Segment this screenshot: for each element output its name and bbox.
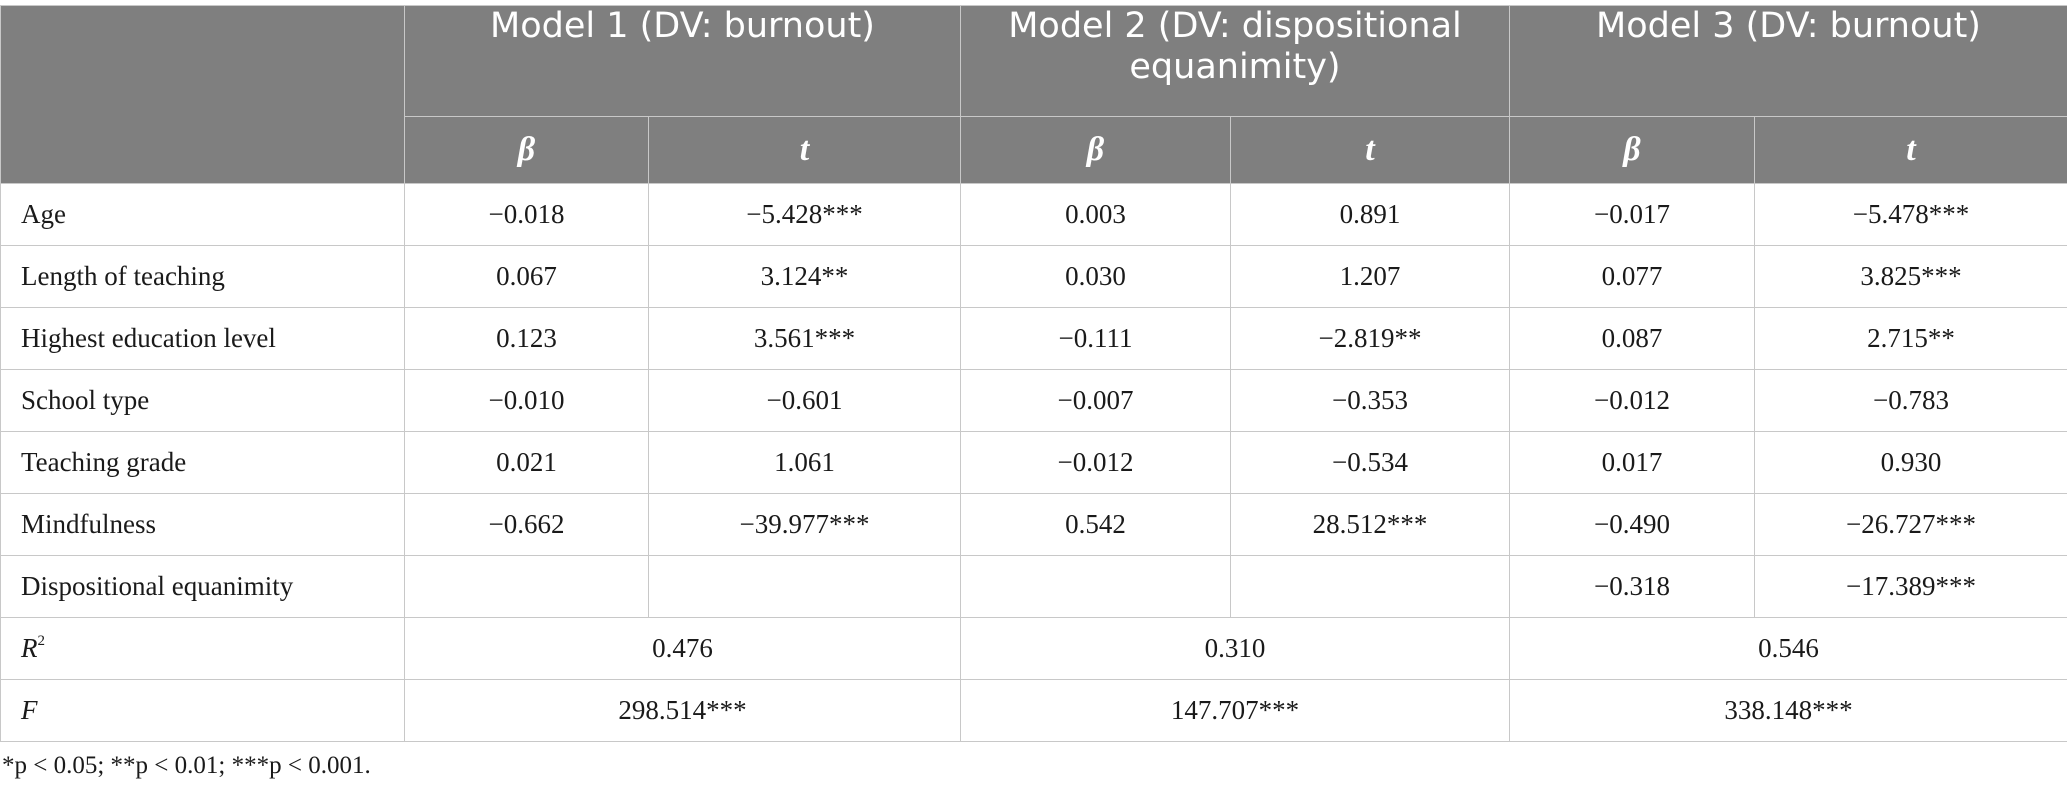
table-cell: 0.891 [1230,183,1510,246]
table-cell: 0.930 [1754,431,2067,494]
table-cell: −5.428*** [648,183,961,246]
row-label: Teaching grade [0,431,405,494]
table-body: Age −0.018 −5.428*** 0.003 0.891 −0.017 … [0,183,2067,742]
table-row: Length of teaching 0.067 3.124** 0.030 1… [0,245,2067,308]
f-statistic-row: F 298.514*** 147.707*** 338.148*** [0,679,2067,742]
model-2-t-header: t [1230,116,1510,184]
row-label: Length of teaching [0,245,405,308]
table-cell [960,555,1231,618]
table-cell: −0.601 [648,369,961,432]
table-cell: 1.061 [648,431,961,494]
r-squared-symbol: R [21,633,38,663]
table-cell: −0.783 [1754,369,2067,432]
table-cell: 0.542 [960,493,1231,556]
row-label: Highest education level [0,307,405,370]
table-footnote: *p < 0.05; **p < 0.01; ***p < 0.001. [2,752,371,779]
table-cell [1230,555,1510,618]
table-row: Teaching grade 0.021 1.061 −0.012 −0.534… [0,431,2067,494]
table-cell [404,555,649,618]
table-cell: 28.512*** [1230,493,1510,556]
table-cell: 0.123 [404,307,649,370]
table-row: School type −0.010 −0.601 −0.007 −0.353 … [0,369,2067,432]
table-cell: −26.727*** [1754,493,2067,556]
model-1-f-statistic: 298.514*** [404,679,961,742]
regression-table: Model 1 (DV: burnout) Model 2 (DV: dispo… [0,5,2067,742]
row-label: Dispositional equanimity [0,555,405,618]
table-cell: 3.124** [648,245,961,308]
table-cell: −0.017 [1509,183,1755,246]
model-1-header: Model 1 (DV: burnout) [404,5,961,117]
table-cell: −0.012 [960,431,1231,494]
row-label: School type [0,369,405,432]
model-2-r-squared: 0.310 [960,617,1510,680]
table-cell: −0.534 [1230,431,1510,494]
table-cell: 3.561*** [648,307,961,370]
table-cell [648,555,961,618]
table-cell: −0.490 [1509,493,1755,556]
table-cell: −0.012 [1509,369,1755,432]
model-2-f-statistic: 147.707*** [960,679,1510,742]
f-statistic-label: F [0,679,405,742]
model-3-beta-header: β [1509,116,1755,184]
table-cell: −0.018 [404,183,649,246]
row-label: Mindfulness [0,493,405,556]
table-cell: −0.318 [1509,555,1755,618]
table-row: Dispositional equanimity −0.318 −17.389*… [0,555,2067,618]
r-squared-row: R2 0.476 0.310 0.546 [0,617,2067,680]
table-cell: −2.819** [1230,307,1510,370]
table-cell: 0.003 [960,183,1231,246]
model-1-r-squared: 0.476 [404,617,961,680]
header-corner-cell [0,5,405,184]
table-cell: −0.010 [404,369,649,432]
table-cell: −0.007 [960,369,1231,432]
model-1-t-header: t [648,116,961,184]
model-3-f-statistic: 338.148*** [1509,679,2067,742]
table-cell: 0.067 [404,245,649,308]
table-cell: −0.111 [960,307,1231,370]
model-2-header: Model 2 (DV: dispositional equanimity) [960,5,1510,117]
table-cell: −0.353 [1230,369,1510,432]
table-row: Age −0.018 −5.428*** 0.003 0.891 −0.017 … [0,183,2067,246]
table-cell: 1.207 [1230,245,1510,308]
table-header: Model 1 (DV: burnout) Model 2 (DV: dispo… [0,5,2067,184]
table-cell: −17.389*** [1754,555,2067,618]
model-3-r-squared: 0.546 [1509,617,2067,680]
table-cell: −39.977*** [648,493,961,556]
model-header-row: Model 1 (DV: burnout) Model 2 (DV: dispo… [0,5,2067,184]
model-1-beta-header: β [404,116,649,184]
model-2-beta-header: β [960,116,1231,184]
table-row: Mindfulness −0.662 −39.977*** 0.542 28.5… [0,493,2067,556]
table-row: Highest education level 0.123 3.561*** −… [0,307,2067,370]
table-cell: 0.030 [960,245,1231,308]
table-cell: −5.478*** [1754,183,2067,246]
table-cell: −0.662 [404,493,649,556]
table-cell: 0.077 [1509,245,1755,308]
table-cell: 0.021 [404,431,649,494]
table-cell: 2.715** [1754,307,2067,370]
table-cell: 0.017 [1509,431,1755,494]
coefficient-header-row: β t β t β t [1,116,2067,184]
table-cell: 3.825*** [1754,245,2067,308]
row-label: Age [0,183,405,246]
r-squared-superscript: 2 [37,633,46,649]
table-cell: 0.087 [1509,307,1755,370]
model-3-t-header: t [1754,116,2067,184]
model-3-header: Model 3 (DV: burnout) [1509,5,2067,117]
r-squared-label: R2 [0,617,405,680]
